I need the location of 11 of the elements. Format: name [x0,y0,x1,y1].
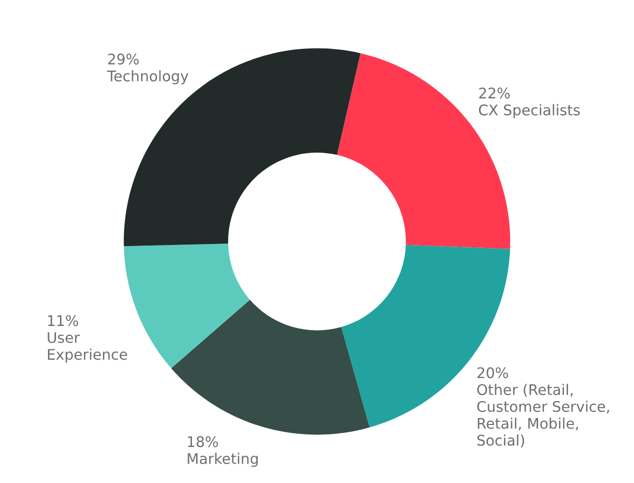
slice-label: Marketing [188,452,258,467]
data-label: 18% [188,436,218,448]
data-label: 11% [48,315,78,326]
slice-label: CX Specialists [478,104,580,118]
slice-label: Technology [107,70,188,84]
data-label: 29% [108,54,139,65]
donut-slice [171,300,370,435]
data-label: 22% [479,88,510,99]
slice-label: User Experience [48,332,128,363]
slice-label: Other (Retail, Customer Service, Retail, Mobile, Social) [477,384,609,448]
data-label: 20% [477,367,508,378]
